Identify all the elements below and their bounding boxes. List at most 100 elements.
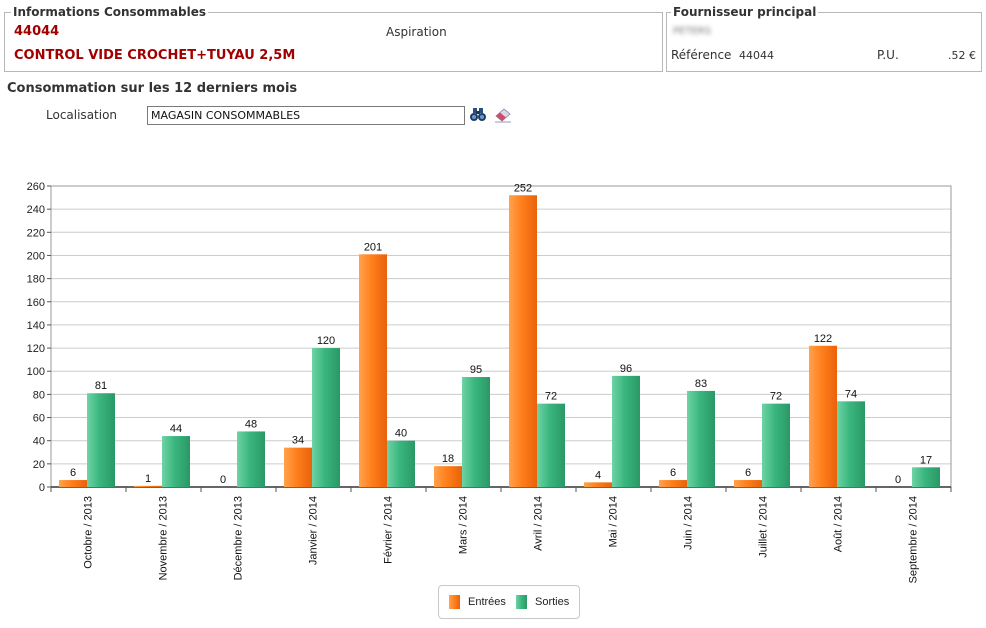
- bar-entrees: [359, 254, 387, 487]
- reference-label: Référence: [671, 48, 732, 62]
- data-label-sorties: 40: [395, 428, 407, 440]
- data-labels: 6 81 1 44 0 48 34 120 201 40 18 95 252 72 4 96 6 83 6 72 122…: [70, 182, 932, 486]
- y-tick-label: 80: [33, 389, 45, 401]
- y-tick-label: 0: [39, 482, 45, 494]
- chart-bars: [59, 195, 940, 487]
- bar-sorties: [387, 440, 415, 487]
- x-tick-label: Mars / 2014: [458, 496, 470, 554]
- x-axis: Octobre / 2013 Novembre / 2013 Décembre / …: [50, 487, 952, 583]
- supplier-panel: Fournisseur principal PETERS Référence 4…: [666, 5, 982, 72]
- product-category: Aspiration: [386, 25, 447, 39]
- bar-sorties: [87, 393, 115, 487]
- data-label-entrees: 6: [745, 467, 751, 479]
- eraser-icon[interactable]: [494, 107, 512, 123]
- reference-value: 44044: [739, 49, 774, 62]
- y-tick-label: 240: [27, 204, 45, 216]
- y-tick-label: 40: [33, 436, 45, 448]
- data-label-sorties: 44: [170, 423, 182, 435]
- unit-price-label: P.U.: [877, 48, 899, 62]
- legend-label-entrees: Entrées: [468, 596, 506, 608]
- bar-entrees: [284, 447, 312, 487]
- product-code: 44044: [14, 24, 60, 39]
- localisation-input[interactable]: [147, 106, 465, 125]
- bar-sorties: [612, 375, 640, 487]
- localisation-label: Localisation: [46, 108, 118, 122]
- legend-swatch-sorties: [516, 595, 527, 609]
- x-tick-label: Janvier / 2014: [308, 496, 320, 565]
- bar-sorties: [687, 390, 715, 487]
- bar-sorties: [462, 377, 490, 487]
- bar-entrees: [809, 345, 837, 487]
- data-label-entrees: 18: [442, 453, 454, 465]
- data-label-sorties: 48: [245, 418, 257, 430]
- y-tick-label: 160: [27, 297, 45, 309]
- y-axis: 0 20 40 60 80 100 120 140 160 180 200 220 240 260: [27, 181, 51, 494]
- x-tick-label: Février / 2014: [383, 496, 395, 564]
- binoculars-icon[interactable]: [469, 107, 487, 123]
- legend-label-sorties: Sorties: [535, 596, 570, 608]
- data-label-sorties: 95: [470, 364, 482, 376]
- y-tick-label: 100: [27, 366, 45, 378]
- data-label-entrees: 0: [220, 474, 226, 486]
- unit-price-value: .52 €: [948, 49, 976, 62]
- bar-entrees: [59, 480, 87, 487]
- bar-sorties: [762, 403, 790, 487]
- y-tick-label: 200: [27, 250, 45, 262]
- info-panel: Informations Consommables 44044 Aspirati…: [4, 5, 663, 72]
- data-label-sorties: 96: [620, 363, 632, 375]
- data-label-entrees: 252: [514, 182, 532, 194]
- x-tick-label: Juillet / 2014: [758, 496, 770, 558]
- bar-entrees: [584, 482, 612, 487]
- data-label-sorties: 81: [95, 380, 107, 392]
- bar-sorties: [912, 467, 940, 487]
- supplier-name: PETERS: [673, 26, 712, 37]
- y-tick-label: 20: [33, 459, 45, 471]
- bar-sorties: [312, 348, 340, 487]
- data-label-entrees: 6: [70, 467, 76, 479]
- data-label-entrees: 201: [364, 241, 382, 253]
- data-label-entrees: 122: [814, 333, 832, 345]
- y-tick-label: 180: [27, 274, 45, 286]
- data-label-sorties: 74: [845, 388, 857, 400]
- section-title: Consommation sur les 12 derniers mois: [7, 81, 298, 96]
- data-label-sorties: 17: [920, 454, 932, 466]
- bar-entrees: [434, 466, 462, 487]
- data-label-sorties: 72: [770, 391, 782, 403]
- x-tick-label: Mai / 2014: [608, 496, 620, 547]
- bar-entrees: [509, 195, 537, 487]
- data-label-entrees: 0: [895, 474, 901, 486]
- bar-sorties: [237, 431, 265, 487]
- data-label-sorties: 120: [317, 335, 335, 347]
- x-tick-label: Septembre / 2014: [908, 496, 920, 583]
- data-label-sorties: 72: [545, 391, 557, 403]
- bar-sorties: [537, 403, 565, 487]
- y-tick-label: 260: [27, 181, 45, 193]
- data-label-entrees: 4: [595, 469, 601, 481]
- data-label-entrees: 1: [145, 473, 151, 485]
- y-tick-label: 220: [27, 227, 45, 239]
- chart-grid: [50, 185, 952, 488]
- x-tick-label: Août / 2014: [833, 496, 845, 552]
- y-tick-label: 140: [27, 320, 45, 332]
- data-label-entrees: 34: [292, 435, 304, 447]
- x-tick-label: Décembre / 2013: [233, 496, 245, 580]
- x-tick-label: Avril / 2014: [533, 496, 545, 551]
- product-name: CONTROL VIDE CROCHET+TUYAU 2,5M: [14, 48, 296, 63]
- x-tick-label: Novembre / 2013: [158, 496, 170, 580]
- bar-sorties: [162, 436, 190, 487]
- x-tick-label: Octobre / 2013: [83, 496, 95, 569]
- y-tick-label: 120: [27, 343, 45, 355]
- bar-sorties: [837, 401, 865, 487]
- bar-entrees: [734, 480, 762, 487]
- chart-legend: Entrées Sorties: [438, 585, 580, 619]
- data-label-entrees: 6: [670, 467, 676, 479]
- x-tick-label: Juin / 2014: [683, 496, 695, 550]
- data-label-sorties: 83: [695, 378, 707, 390]
- supplier-panel-title: Fournisseur principal: [671, 5, 819, 19]
- bar-entrees: [134, 485, 162, 487]
- info-panel-title: Informations Consommables: [11, 5, 209, 19]
- y-tick-label: 60: [33, 413, 45, 425]
- legend-swatch-entrees: [449, 595, 460, 609]
- bar-entrees: [659, 480, 687, 487]
